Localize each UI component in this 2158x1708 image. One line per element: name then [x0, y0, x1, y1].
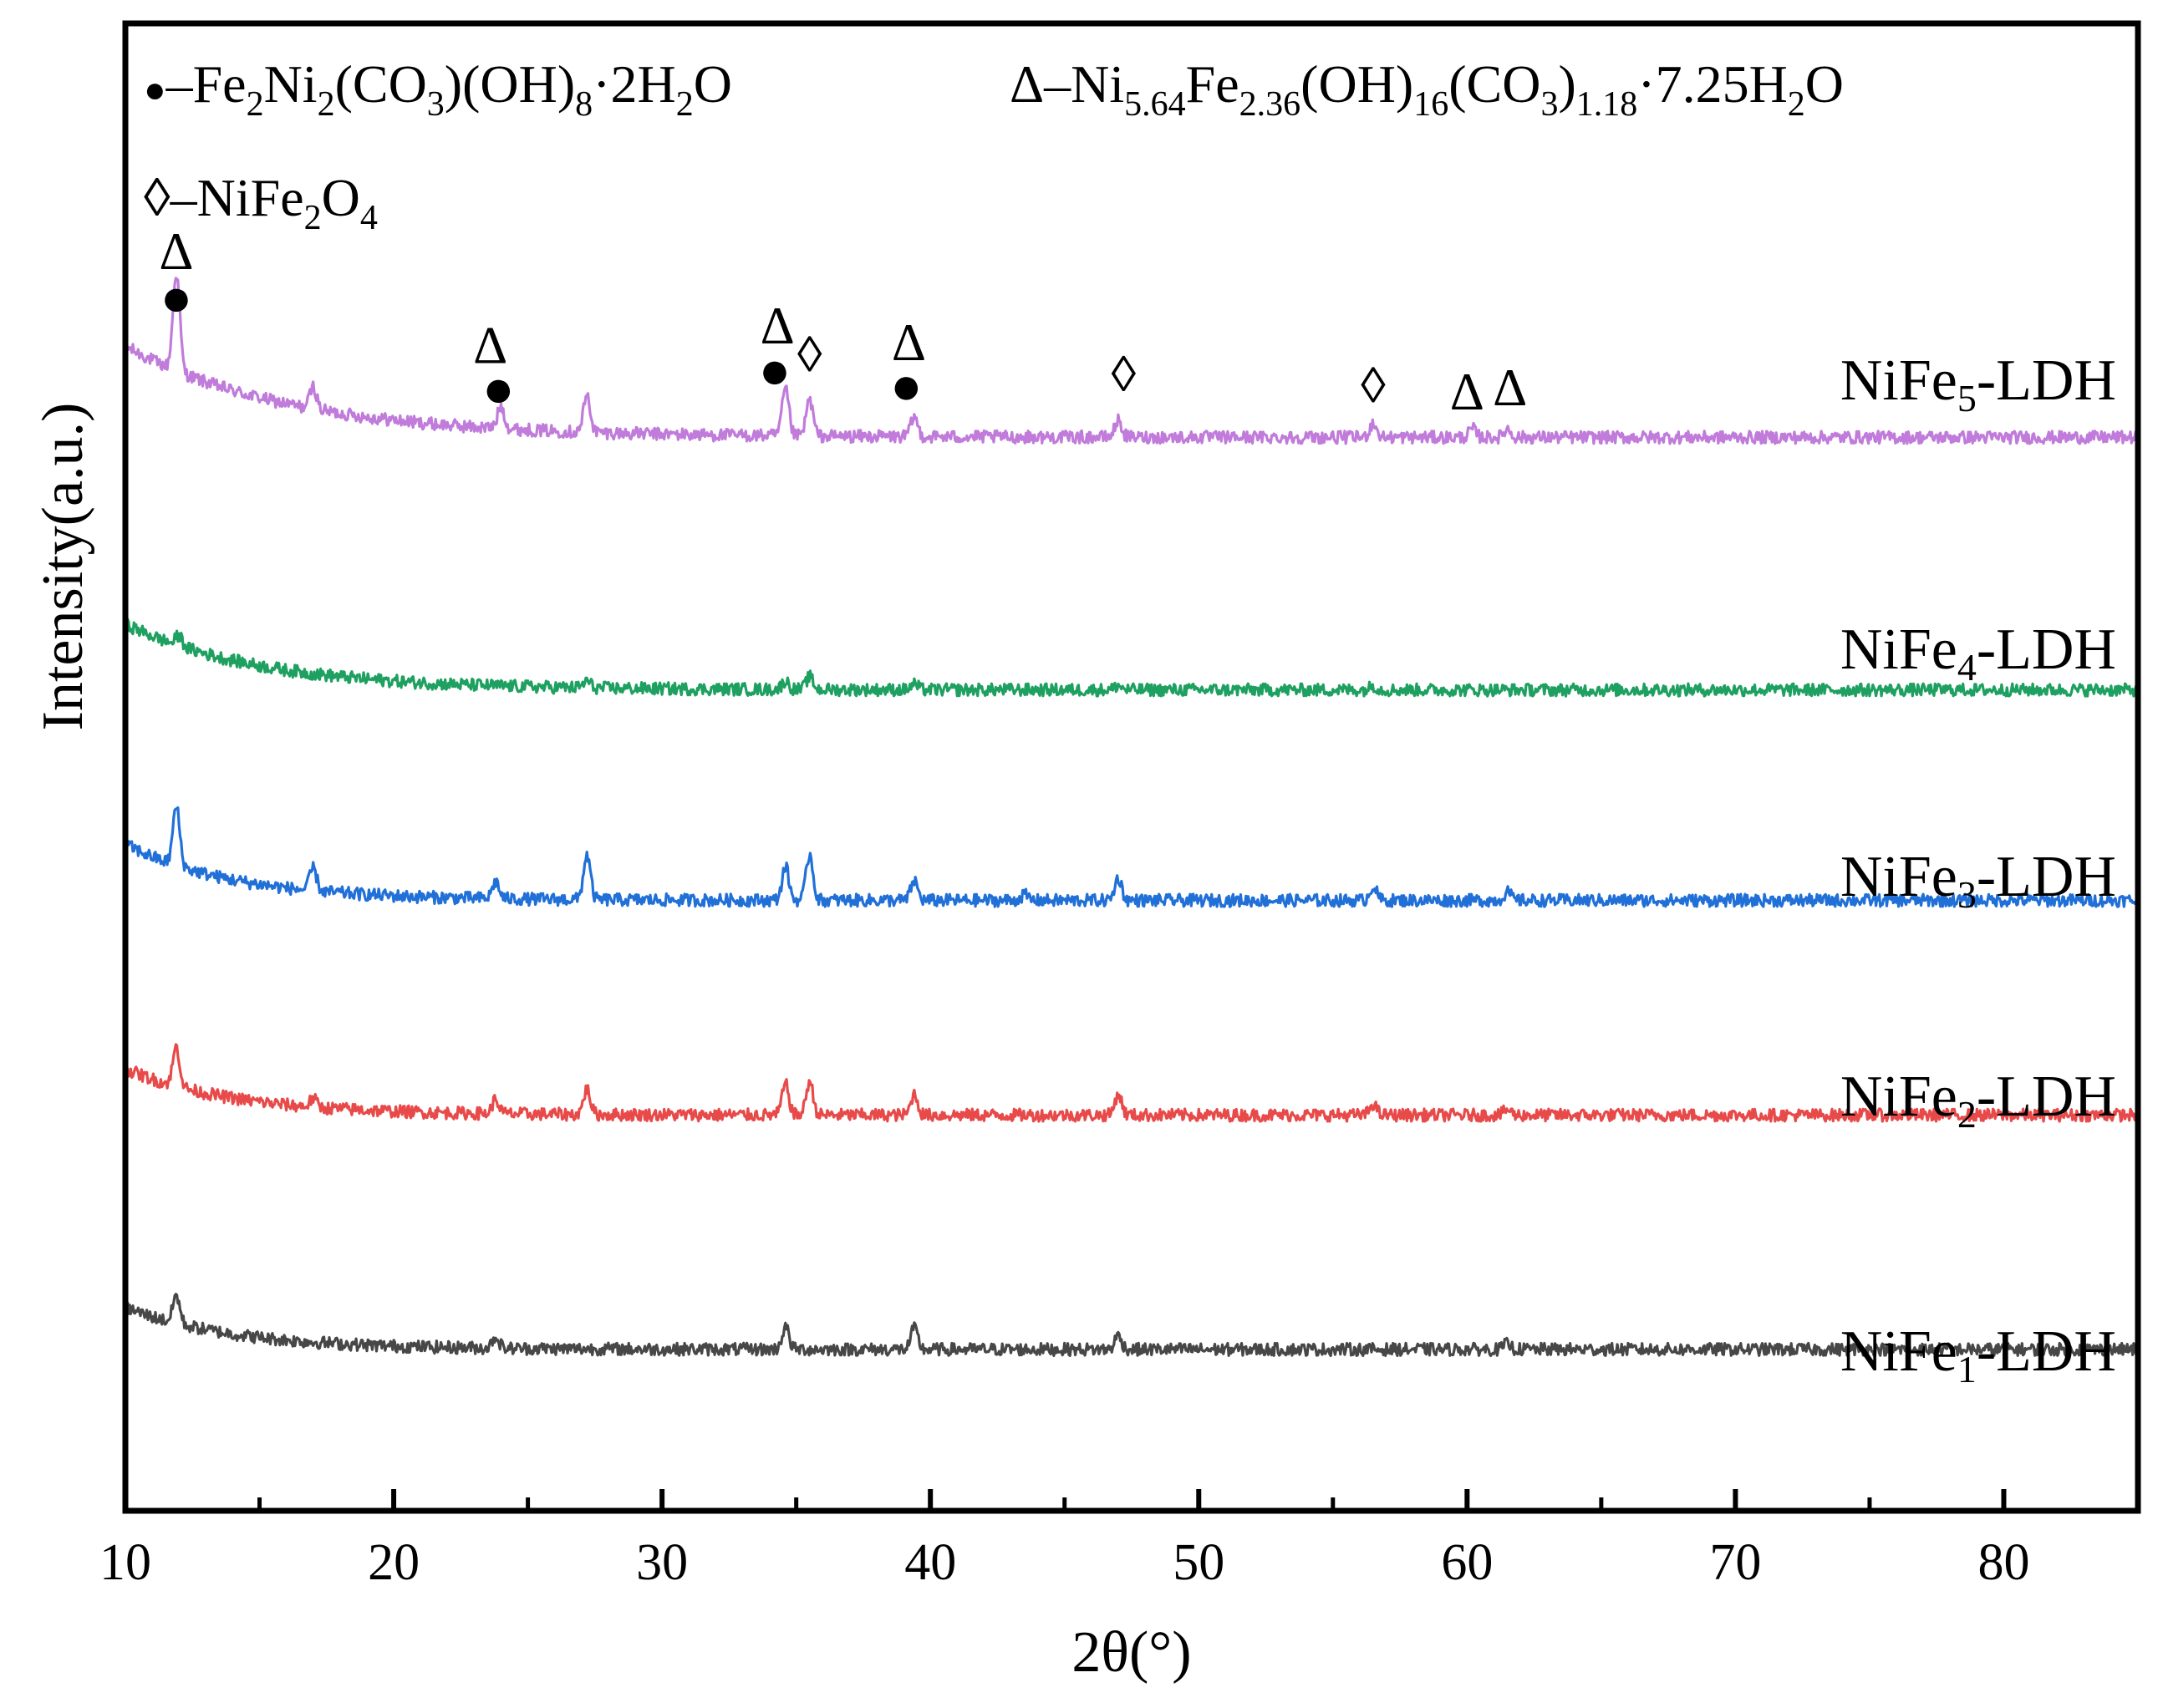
sample-label-nife3-ldh: NiFe3-LDH [1840, 845, 2116, 916]
x-axis-title: 2θ(°) [1071, 1620, 1191, 1685]
legend-entry-diamond: ◊–NiFe2O4 [144, 168, 378, 237]
x-tick-label: 80 [1977, 1534, 2029, 1591]
sample-label-layer: NiFe5-LDH NiFe4-LDH NiFe3-LDH NiFe2-LDH NiFe… [1840, 348, 2116, 1390]
sample-label-nife4-ldh: NiFe4-LDH [1840, 618, 2116, 689]
trace-nife4-ldh [124, 618, 2140, 698]
x-tick-label: 40 [904, 1534, 956, 1591]
triangle-peak-marker: Δ [1493, 358, 1527, 417]
triangle-peak-marker: Δ [1450, 362, 1484, 421]
x-tick-label: 60 [1441, 1534, 1493, 1591]
trace-nife1-ldh [124, 1293, 2140, 1358]
legend-entry-filled-circle: ●–Fe2Ni2(CO3)(OH)8·2H2O [144, 54, 732, 124]
x-tick-label: 70 [1709, 1534, 1761, 1591]
filled-circle-peak-marker: ● [160, 267, 193, 327]
peak-marker-layer: Δ●Δ●Δ● ◊ Δ● ◊ ◊ Δ Δ [159, 221, 1527, 421]
x-tick-label: 10 [99, 1534, 151, 1591]
legend-entry-triangle: Δ–Ni5.64Fe2.36(OH)16(CO3)1.18·7.25H2O [1010, 54, 1844, 124]
axes-layer: 10 20 30 40 50 60 70 80 [99, 20, 2141, 1591]
x-tick-label: 20 [368, 1534, 420, 1591]
triangle-peak-marker: Δ [159, 221, 193, 281]
trace-nife3-ldh [125, 806, 2140, 908]
x-tick-label: 30 [636, 1534, 688, 1591]
y-axis-title: Intensity(a.u.) [31, 403, 95, 731]
plot-frame [122, 20, 2141, 1514]
trace-nife2-ldh [124, 1043, 2139, 1123]
sample-label-nife1-ldh: NiFe1-LDH [1840, 1319, 2116, 1390]
trace-nife5-ldh [124, 277, 2140, 445]
filled-circle-peak-marker: ● [890, 356, 923, 415]
sample-label-nife2-ldh: NiFe2-LDH [1840, 1065, 2116, 1136]
x-tick-label: 50 [1173, 1534, 1224, 1591]
diamond-peak-marker: ◊ [1112, 347, 1137, 402]
triangle-peak-marker: Δ [473, 315, 507, 374]
sample-label-nife5-ldh: NiFe5-LDH [1840, 348, 2116, 419]
triangle-peak-marker: Δ [892, 313, 926, 372]
filled-circle-peak-marker: ● [759, 341, 791, 400]
traces-layer [124, 277, 2140, 1358]
triangle-peak-marker: Δ [761, 296, 795, 355]
diamond-peak-marker: ◊ [797, 327, 822, 382]
phase-legend: ●–Fe2Ni2(CO3)(OH)8·2H2O Δ–Ni5.64Fe2.36(OH… [144, 54, 1844, 237]
filled-circle-peak-marker: ● [482, 358, 515, 418]
diamond-peak-marker: ◊ [1361, 358, 1386, 413]
